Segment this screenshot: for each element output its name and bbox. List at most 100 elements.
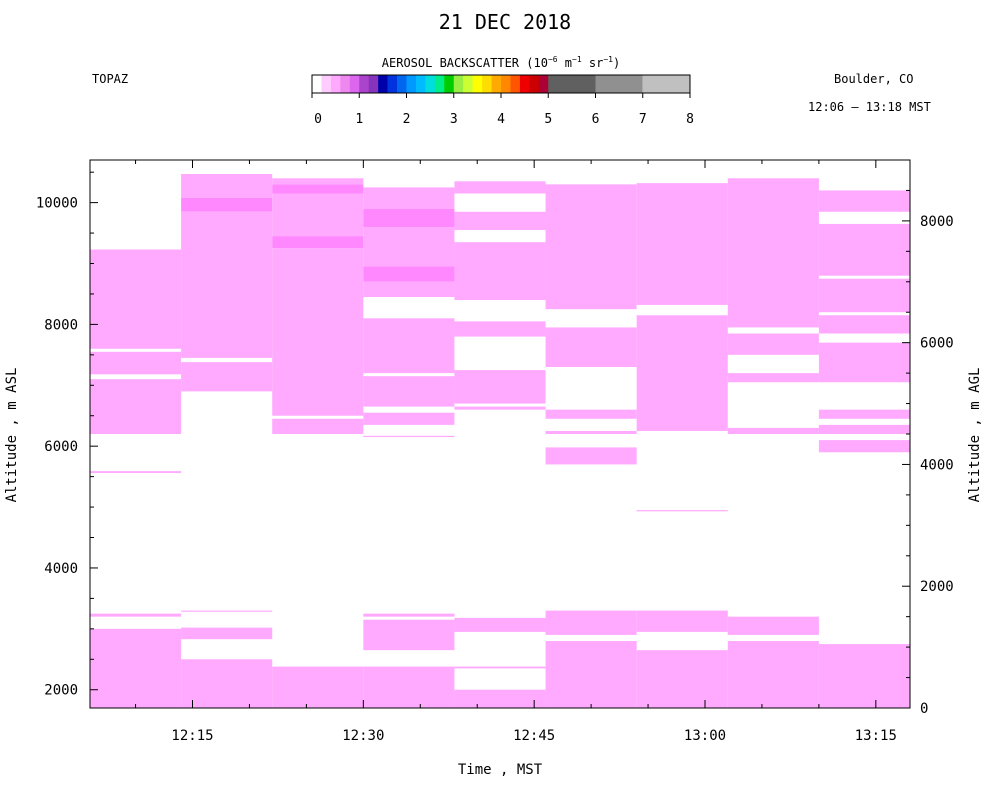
backscatter-layer xyxy=(363,666,455,708)
backscatter-layer xyxy=(818,278,910,313)
backscatter-layer xyxy=(727,178,819,328)
colorbar-swatch xyxy=(510,75,521,93)
backscatter-layer xyxy=(818,223,910,276)
backscatter-layer xyxy=(454,666,546,669)
backscatter-layer xyxy=(181,659,273,708)
backscatter-layer xyxy=(454,617,546,632)
colorbar-title-part: sr xyxy=(581,56,604,70)
backscatter-layer xyxy=(272,236,364,249)
colorbar-swatch xyxy=(529,75,540,93)
colorbar-swatch xyxy=(378,75,388,93)
x-tick-label: 12:45 xyxy=(513,728,555,744)
y-right-tick-label: 8000 xyxy=(920,214,954,230)
backscatter-layer xyxy=(636,510,728,512)
backscatter-layer xyxy=(727,641,819,708)
backscatter-layer xyxy=(181,610,273,612)
colorbar-swatch xyxy=(387,75,398,93)
colorbar-title-part: AEROSOL BACKSCATTER (10 xyxy=(381,56,548,70)
colorbar-swatch xyxy=(340,75,351,93)
time-range-label: 12:06 – 13:18 MST xyxy=(808,100,931,114)
backscatter-layer xyxy=(90,628,182,708)
colorbar-tick-label: 6 xyxy=(592,112,600,127)
backscatter-layer xyxy=(545,447,637,465)
colorbar-swatch xyxy=(397,75,407,93)
backscatter-layer xyxy=(818,342,910,383)
colorbar: 0 1 2 3 4 5 6 7 8 xyxy=(311,74,694,127)
backscatter-layer xyxy=(545,430,637,434)
backscatter-layer xyxy=(363,226,455,267)
colorbar-swatch xyxy=(595,75,643,93)
colorbar-swatch xyxy=(349,75,360,93)
colorbar-swatch xyxy=(482,75,492,93)
backscatter-layer xyxy=(545,610,637,635)
x-axis-label: Time , MST xyxy=(457,762,543,778)
backscatter-layer xyxy=(272,184,364,194)
colorbar-swatch xyxy=(415,75,426,93)
y-right-tick-label: 2000 xyxy=(920,579,954,595)
backscatter-layer xyxy=(363,619,455,651)
backscatter-layer xyxy=(636,315,728,431)
backscatter-layer xyxy=(272,248,364,416)
backscatter-layer xyxy=(454,242,546,301)
backscatter-layer xyxy=(181,362,273,392)
colorbar-swatch xyxy=(312,75,322,93)
y-left-tick-label: 4000 xyxy=(44,561,78,577)
x-tick-label: 12:15 xyxy=(171,728,213,744)
backscatter-layer xyxy=(636,650,728,708)
backscatter-layer xyxy=(818,409,910,419)
y-right-tick-label: 4000 xyxy=(920,457,954,473)
backscatter-layer xyxy=(363,613,455,617)
backscatter-layer xyxy=(181,174,273,198)
y-axis-label-right: Altitude , m AGL xyxy=(967,367,983,503)
location-label: Boulder, CO xyxy=(834,72,914,86)
backscatter-layer xyxy=(272,666,364,708)
backscatter-layer xyxy=(545,184,637,310)
colorbar-swatch xyxy=(444,75,455,93)
backscatter-layer xyxy=(363,187,455,209)
y-right-tick-label: 0 xyxy=(920,701,928,717)
backscatter-layer xyxy=(181,197,273,212)
backscatter-layer xyxy=(727,427,819,434)
colorbar-title-exp: −6 xyxy=(547,55,558,64)
y-right-tick-label: 6000 xyxy=(920,336,954,352)
colorbar-swatch xyxy=(368,75,379,93)
colorbar-swatch xyxy=(434,75,445,93)
colorbar-tick-label: 4 xyxy=(497,112,505,127)
backscatter-layer xyxy=(90,471,182,473)
backscatter-layer xyxy=(818,190,910,212)
colorbar-swatch xyxy=(330,75,341,93)
backscatter-layer xyxy=(90,249,182,349)
colorbar-swatch xyxy=(519,75,530,93)
colorbar-tick-label: 7 xyxy=(639,112,647,127)
backscatter-layer xyxy=(454,689,546,708)
x-tick-label: 12:30 xyxy=(342,728,384,744)
colorbar-title-exp: −1 xyxy=(603,55,613,64)
colorbar-tick-label: 2 xyxy=(403,112,411,127)
colorbar-tick-label: 8 xyxy=(686,112,694,127)
backscatter-layer xyxy=(363,412,455,425)
axes: 12:15 12:30 12:45 13:00 13:15 2000 4000 6000 800… xyxy=(36,159,954,744)
backscatter-layer xyxy=(454,406,546,410)
colorbar-title: AEROSOL BACKSCATTER (10−6 m−1 sr−1) xyxy=(312,55,690,70)
colorbar-tick-label: 3 xyxy=(450,112,458,127)
y-axis-label-left: Altitude , m ASL xyxy=(4,367,20,503)
backscatter-layer xyxy=(363,281,455,297)
backscatter-layer xyxy=(90,379,182,434)
backscatter-layer xyxy=(272,418,364,434)
colorbar-swatch xyxy=(321,75,332,93)
backscatter-layer xyxy=(363,435,455,438)
backscatter-layer xyxy=(636,610,728,632)
backscatter-layer xyxy=(181,211,273,358)
backscatter-layers xyxy=(90,174,910,708)
y-left-tick-label: 6000 xyxy=(44,439,78,455)
backscatter-layer xyxy=(90,351,182,375)
colorbar-swatch xyxy=(538,75,549,93)
backscatter-layer xyxy=(727,333,819,355)
backscatter-layer xyxy=(818,644,910,708)
backscatter-layer xyxy=(545,327,637,368)
colorbar-tick-label: 5 xyxy=(544,112,552,127)
chart-title: 21 DEC 2018 xyxy=(438,10,572,34)
backscatter-layer xyxy=(454,321,546,337)
backscatter-layer xyxy=(545,641,637,708)
